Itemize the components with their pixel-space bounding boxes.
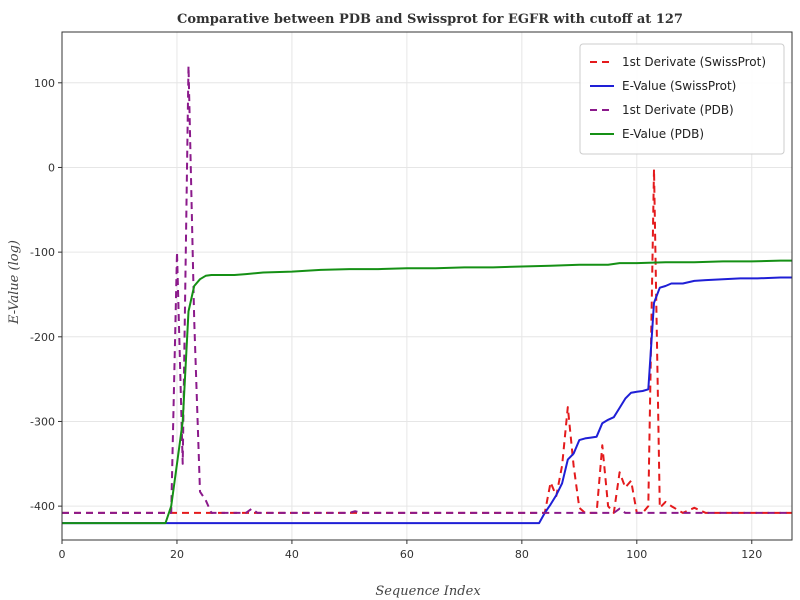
legend-label: E-Value (PDB) bbox=[622, 127, 704, 141]
legend-box bbox=[579, 43, 785, 155]
x-axis-label: Sequence Index bbox=[375, 584, 481, 599]
x-tick-label: 100 bbox=[626, 548, 647, 561]
y-tick-label: -300 bbox=[30, 415, 55, 428]
y-tick-label: 100 bbox=[34, 77, 55, 90]
x-tick-label: 40 bbox=[285, 548, 299, 561]
legend-label: 1st Derivate (SwissProt) bbox=[622, 55, 766, 69]
series-line-1 bbox=[62, 276, 792, 525]
chart-title: Comparative between PDB and Swissprot fo… bbox=[177, 12, 683, 27]
y-tick-label: 0 bbox=[48, 161, 55, 174]
x-tick-label: 20 bbox=[170, 548, 184, 561]
y-axis-label: E-Value (log) bbox=[7, 240, 22, 325]
legend-label: E-Value (SwissProt) bbox=[622, 79, 736, 93]
legend-label: 1st Derivate (PDB) bbox=[622, 103, 734, 117]
x-tick-label: 0 bbox=[59, 548, 66, 561]
plot-frame bbox=[61, 31, 793, 541]
y-tick-label: -400 bbox=[30, 500, 55, 513]
y-axis-ticks: 100 0 -100 -200 -300 -400 bbox=[30, 77, 62, 513]
x-tick-label: 60 bbox=[400, 548, 414, 561]
x-axis-ticks: 0 20 40 60 80 100 120 bbox=[59, 540, 762, 561]
series-line-2 bbox=[62, 64, 792, 514]
series-layer bbox=[62, 64, 792, 525]
y-tick-label: -100 bbox=[30, 246, 55, 259]
series-line-0 bbox=[62, 168, 792, 514]
legend: 1st Derivate (SwissProt) E-Value (SwissPr… bbox=[579, 43, 785, 155]
x-tick-label: 120 bbox=[741, 548, 762, 561]
x-tick-label: 80 bbox=[515, 548, 529, 561]
y-tick-label: -200 bbox=[30, 331, 55, 344]
series-line-3 bbox=[62, 259, 792, 525]
